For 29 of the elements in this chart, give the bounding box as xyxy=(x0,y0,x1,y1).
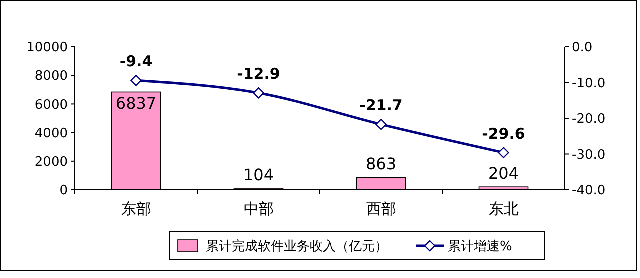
y2-tick-label: -20.0 xyxy=(572,112,606,128)
point xyxy=(376,118,387,130)
point xyxy=(130,75,142,86)
data-label: 204 xyxy=(488,164,520,184)
data-label: 863 xyxy=(366,154,397,174)
data-label: -12.9 xyxy=(237,65,280,84)
data-label: -21.7 xyxy=(360,96,403,115)
point xyxy=(253,88,264,99)
legend-label: 累计增速% xyxy=(448,240,512,255)
x-tick-label: 东部 xyxy=(121,200,152,218)
point xyxy=(498,147,510,158)
data-label: -29.6 xyxy=(482,124,526,143)
legend-label: 累计完成软件业务收入（亿元） xyxy=(206,238,388,255)
x-tick-label: 中部 xyxy=(244,200,274,218)
y2-tick-label: -30.0 xyxy=(572,148,606,163)
y-tick-label: 10000 xyxy=(26,40,68,56)
x-tick-label: 西部 xyxy=(366,200,396,218)
data-label: 6837 xyxy=(116,94,157,114)
data-label: -9.4 xyxy=(120,52,153,71)
y-tick-label: 0 xyxy=(60,184,68,199)
y2-tick-label: 0.0 xyxy=(572,40,593,56)
y-tick-label: 2000 xyxy=(34,154,68,170)
y-tick-label: 8000 xyxy=(34,69,68,84)
data-label: 104 xyxy=(243,166,274,185)
y2-tick-label: -10.0 xyxy=(572,76,606,92)
y2-tick-label: -40.0 xyxy=(572,184,606,199)
x-tick-label: 东北 xyxy=(488,200,519,218)
y-tick-label: 6000 xyxy=(34,98,68,113)
y-tick-label: 4000 xyxy=(34,126,68,142)
